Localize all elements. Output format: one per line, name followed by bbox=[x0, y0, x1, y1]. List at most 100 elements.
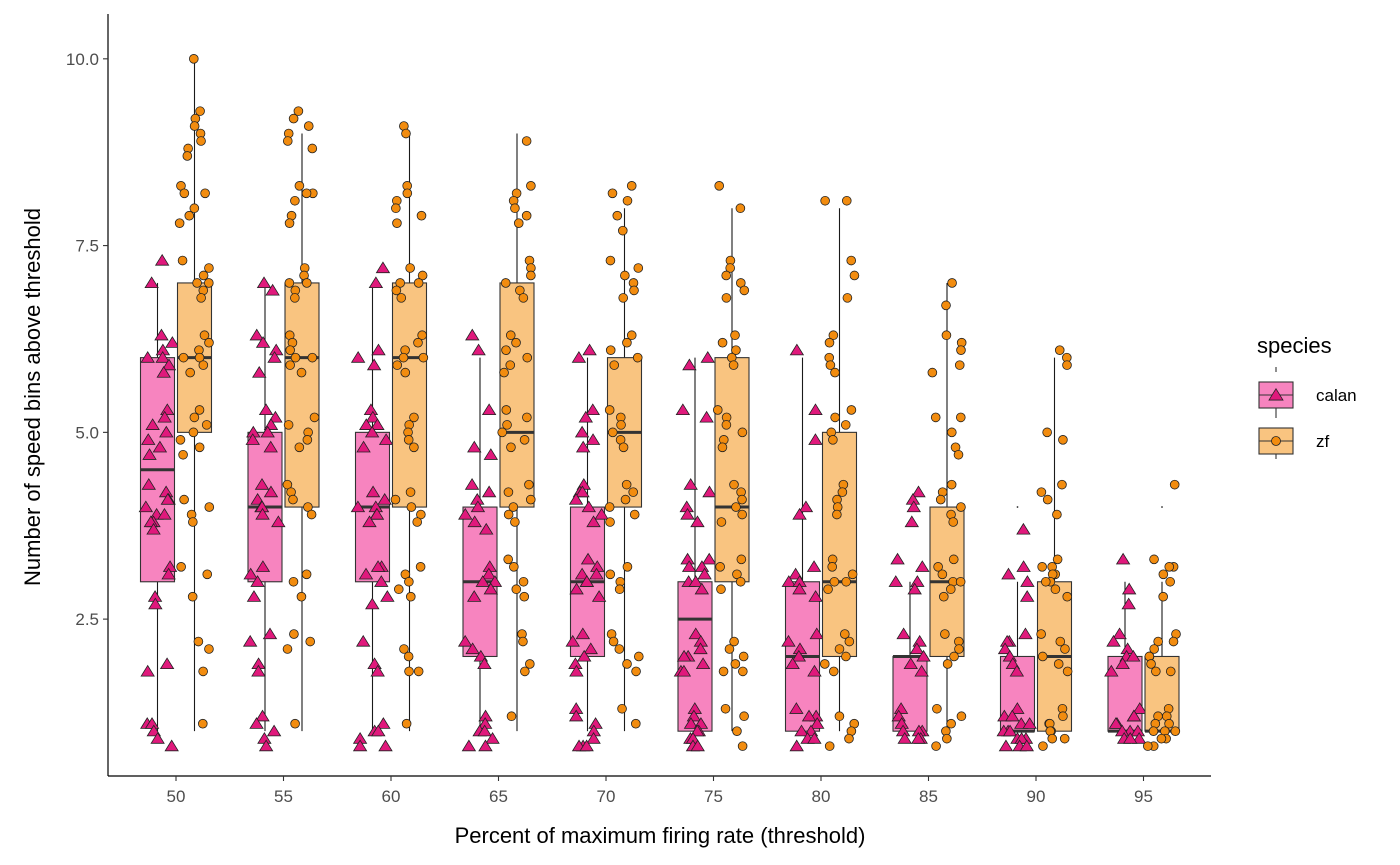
data-point bbox=[302, 435, 313, 445]
data-point bbox=[1142, 741, 1153, 751]
data-point bbox=[290, 352, 301, 363]
data-point bbox=[370, 560, 386, 572]
data-point bbox=[1002, 724, 1018, 737]
data-point bbox=[268, 343, 284, 356]
data-point bbox=[196, 136, 206, 146]
data-point bbox=[1123, 732, 1138, 744]
data-point bbox=[574, 567, 590, 580]
data-point bbox=[303, 121, 314, 131]
data-point bbox=[725, 263, 735, 273]
data-point bbox=[730, 659, 741, 669]
data-point bbox=[729, 479, 739, 490]
data-point bbox=[832, 509, 842, 520]
data-point bbox=[288, 113, 299, 124]
data-point bbox=[683, 717, 699, 729]
data-point bbox=[1050, 584, 1061, 595]
legend-marker bbox=[1268, 387, 1284, 401]
data-point bbox=[622, 562, 633, 572]
data-point bbox=[1062, 666, 1073, 677]
data-point bbox=[700, 351, 715, 363]
data-point bbox=[819, 659, 830, 669]
data-point bbox=[142, 448, 157, 460]
data-point bbox=[503, 554, 513, 565]
data-point bbox=[506, 711, 517, 722]
data-point bbox=[940, 629, 950, 639]
data-point bbox=[198, 666, 208, 677]
y-tick-label: 5.0 bbox=[75, 423, 99, 442]
data-point bbox=[1132, 702, 1147, 714]
data-point bbox=[160, 492, 176, 505]
data-point bbox=[524, 479, 534, 490]
data-point bbox=[189, 412, 200, 423]
data-point bbox=[409, 412, 419, 423]
data-point bbox=[629, 285, 639, 296]
data-point bbox=[1164, 562, 1175, 572]
data-point bbox=[366, 358, 382, 371]
data-point bbox=[1053, 659, 1064, 669]
legend: species calan zf bbox=[1257, 333, 1357, 459]
data-point bbox=[737, 427, 748, 438]
data-point bbox=[145, 418, 160, 430]
data-point bbox=[1158, 591, 1168, 602]
data-point bbox=[285, 345, 295, 355]
data-point bbox=[189, 121, 200, 131]
data-point bbox=[283, 420, 294, 430]
data-point bbox=[477, 657, 492, 670]
data-point bbox=[1047, 733, 1058, 744]
data-point bbox=[688, 575, 703, 587]
data-point bbox=[732, 726, 742, 736]
data-point bbox=[721, 420, 732, 430]
data-point bbox=[396, 293, 407, 303]
data-point bbox=[307, 143, 318, 154]
data-point bbox=[1108, 717, 1124, 729]
data-point bbox=[586, 732, 601, 744]
data-point bbox=[716, 584, 726, 595]
data-point bbox=[954, 644, 964, 654]
data-point bbox=[252, 365, 267, 378]
data-point bbox=[690, 724, 705, 737]
data-point bbox=[1042, 427, 1052, 438]
data-point bbox=[198, 360, 209, 370]
data-point bbox=[1036, 487, 1047, 497]
data-point bbox=[621, 479, 632, 490]
data-point bbox=[629, 509, 640, 520]
data-point bbox=[785, 657, 800, 670]
data-point bbox=[369, 507, 385, 520]
data-point bbox=[525, 659, 535, 669]
data-point bbox=[841, 651, 851, 662]
data-point bbox=[721, 270, 731, 281]
data-point bbox=[781, 575, 796, 587]
data-point bbox=[716, 517, 727, 527]
data-point bbox=[788, 567, 803, 580]
data-point bbox=[1106, 634, 1121, 647]
data-point bbox=[402, 188, 413, 199]
data-point bbox=[941, 300, 951, 311]
data-point bbox=[910, 575, 925, 587]
data-point bbox=[808, 433, 823, 445]
data-point bbox=[249, 328, 264, 341]
data-point bbox=[942, 659, 953, 669]
data-point bbox=[251, 664, 266, 677]
data-point bbox=[731, 345, 741, 355]
data-point bbox=[1018, 627, 1033, 640]
data-point bbox=[290, 195, 300, 206]
data-point bbox=[1148, 726, 1159, 736]
data-point bbox=[569, 664, 584, 677]
data-point bbox=[465, 642, 480, 655]
data-point bbox=[364, 425, 380, 438]
data-point bbox=[1104, 664, 1119, 677]
data-point bbox=[246, 590, 262, 602]
data-point bbox=[732, 569, 742, 580]
box bbox=[821, 431, 858, 658]
data-point bbox=[263, 485, 279, 498]
y-tick-label: 7.5 bbox=[75, 237, 99, 256]
data-point bbox=[1146, 659, 1156, 669]
data-point bbox=[935, 494, 946, 505]
data-point bbox=[1115, 657, 1130, 670]
data-point bbox=[586, 515, 601, 528]
data-point bbox=[594, 507, 609, 520]
data-point bbox=[204, 502, 215, 512]
data-point bbox=[271, 515, 286, 528]
data-point bbox=[487, 575, 503, 587]
data-point bbox=[1052, 509, 1062, 520]
